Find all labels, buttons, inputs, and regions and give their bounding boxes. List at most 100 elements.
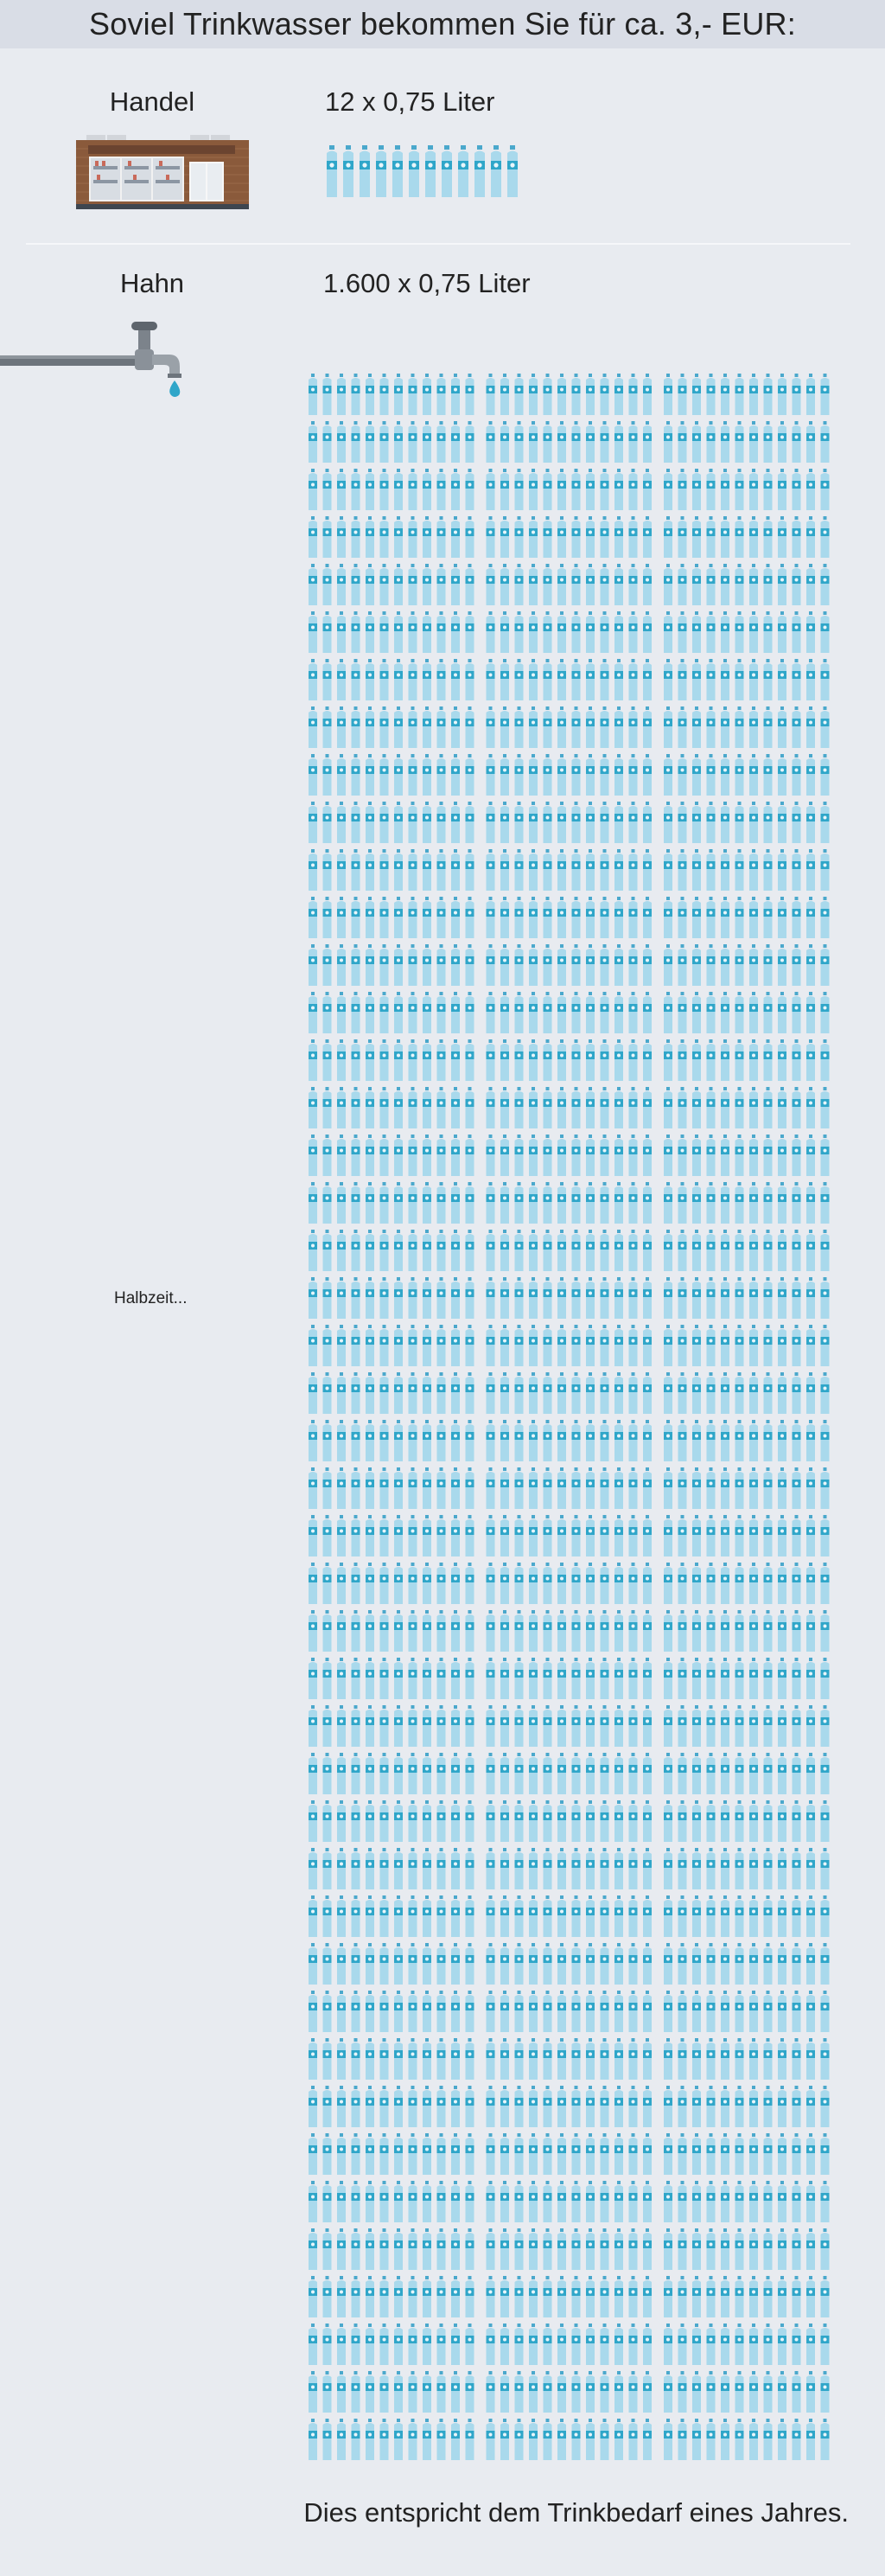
- bottle-icon: [557, 802, 566, 843]
- bottle-icon: [337, 374, 346, 415]
- bottle-icon: [628, 374, 638, 415]
- bottle-icon: [529, 2371, 538, 2413]
- bottle-icon: [706, 421, 716, 463]
- bottle-icon: [735, 1991, 744, 2032]
- bottle-icon: [706, 802, 716, 843]
- bottle-icon: [614, 992, 623, 1033]
- bottle-icon: [628, 2086, 638, 2127]
- bottle-icon: [586, 2276, 595, 2317]
- bottle-icon: [514, 2276, 524, 2317]
- bottle-icon: [557, 1943, 566, 1985]
- bottle-icon: [529, 2181, 538, 2222]
- bottle-icon: [692, 2324, 701, 2365]
- bottle-icon: [586, 1182, 595, 1224]
- bottle-icon: [600, 1135, 609, 1176]
- bottle-icon: [351, 1848, 360, 1889]
- bottle-icon: [557, 469, 566, 510]
- bottle-icon: [500, 374, 509, 415]
- bottle-icon: [436, 2181, 446, 2222]
- bottle-icon: [664, 469, 672, 510]
- bottle-icon: [379, 1943, 389, 1985]
- bottle-icon: [763, 2228, 773, 2270]
- bottle-icon: [514, 2133, 524, 2175]
- bottle-icon: [376, 145, 386, 197]
- bottle-icon: [820, 1800, 830, 1842]
- bottle-icon: [351, 1800, 360, 1842]
- bottle-icon: [394, 421, 403, 463]
- bottle-icon: [408, 1705, 417, 1747]
- bottle-icon: [820, 2419, 830, 2460]
- bottle-icon: [394, 1420, 403, 1461]
- bottle-icon: [465, 992, 474, 1033]
- bottle-icon: [763, 1325, 773, 1366]
- bottle-icon: [749, 992, 758, 1033]
- bottle-icon: [600, 1848, 609, 1889]
- bottle-icon: [379, 1325, 389, 1366]
- bottle-icon: [514, 421, 524, 463]
- bottle-icon: [749, 1372, 758, 1414]
- bottle-icon: [735, 421, 744, 463]
- bottle-icon: [778, 2133, 786, 2175]
- bottle-icon: [465, 849, 474, 891]
- bottle-icon: [763, 1087, 773, 1128]
- bottle-icon: [806, 1563, 815, 1604]
- bottle-icon: [529, 1515, 538, 1556]
- bottle-icon: [309, 1610, 317, 1652]
- bottle-icon: [678, 2133, 687, 2175]
- bottle-icon: [436, 1753, 446, 1794]
- bottle-icon: [337, 897, 346, 938]
- bottle-icon: [408, 516, 417, 558]
- bottle-icon: [643, 2181, 652, 2222]
- bottle-icon: [543, 2181, 552, 2222]
- bottle-icon: [571, 1705, 581, 1747]
- bottle-icon: [514, 1277, 524, 1319]
- bottle-icon: [408, 1087, 417, 1128]
- bottle-icon: [778, 1753, 786, 1794]
- bottle-icon: [500, 2133, 509, 2175]
- bottle-icon: [557, 2133, 566, 2175]
- bottle-icon: [721, 1705, 729, 1747]
- hahn-bottle-grid: [309, 374, 830, 2460]
- bottle-icon: [643, 897, 652, 938]
- bottle-icon: [394, 2419, 403, 2460]
- bottle-icon: [643, 2276, 652, 2317]
- bottle-icon: [408, 1039, 417, 1081]
- bottle-icon: [763, 1135, 773, 1176]
- bottle-icon: [721, 2371, 729, 2413]
- bottle-icon: [514, 1991, 524, 2032]
- bottle-icon: [735, 1515, 744, 1556]
- bottle-icon: [706, 1039, 716, 1081]
- bottle-icon: [749, 516, 758, 558]
- bottle-icon: [408, 2133, 417, 2175]
- bottle-icon: [379, 659, 389, 700]
- bottle-icon: [465, 421, 474, 463]
- bottle-icon: [557, 1515, 566, 1556]
- bottle-icon: [763, 992, 773, 1033]
- bottle-icon: [763, 2419, 773, 2460]
- bottle-icon: [543, 2133, 552, 2175]
- bottle-icon: [806, 2276, 815, 2317]
- bottle-icon: [436, 2086, 446, 2127]
- bottle-icon: [436, 1943, 446, 1985]
- bottle-icon: [529, 1277, 538, 1319]
- bottle-icon: [394, 2324, 403, 2365]
- bottle-icon: [692, 1800, 701, 1842]
- bottle-icon: [778, 1705, 786, 1747]
- bottle-icon: [763, 944, 773, 986]
- bottle-icon: [423, 1705, 431, 1747]
- bottle-icon: [628, 1372, 638, 1414]
- bottle-icon: [514, 1087, 524, 1128]
- bottle-icon: [628, 469, 638, 510]
- bottle-icon: [664, 374, 672, 415]
- bottle-icon: [721, 1848, 729, 1889]
- faucet-icon: [0, 318, 186, 400]
- bottle-icon: [514, 992, 524, 1033]
- bottle-icon: [514, 2228, 524, 2270]
- handel-bottle-row: [327, 145, 518, 197]
- bottle-icon: [735, 1135, 744, 1176]
- bottle-icon: [557, 421, 566, 463]
- bottle-icon: [366, 1230, 374, 1271]
- bottle-icon: [664, 564, 672, 605]
- bottle-icon: [366, 611, 374, 653]
- bottle-icon: [500, 1325, 509, 1366]
